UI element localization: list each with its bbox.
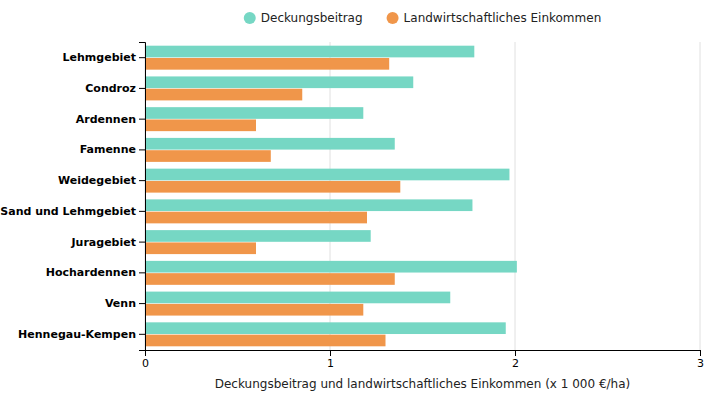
bar (145, 150, 271, 162)
tick: Venn (105, 297, 145, 310)
tick: Famenne (80, 143, 145, 156)
tick: Ardennen (76, 113, 145, 126)
bar (145, 242, 256, 254)
tick-label: 1 (327, 357, 334, 370)
tick-mark (139, 119, 145, 120)
tick-label: Famenne (80, 143, 136, 156)
tick-mark (139, 334, 145, 335)
tick-mark (139, 211, 145, 212)
tick: 1 (327, 350, 334, 370)
bar-series (145, 58, 400, 346)
bar (145, 261, 517, 273)
tick-mark (139, 242, 145, 243)
tick: Hennegau-Kempen (18, 328, 145, 341)
tick: 3 (697, 350, 704, 370)
tick-label: Weidegebiet (58, 174, 136, 187)
bar (145, 181, 400, 193)
bar (145, 89, 302, 101)
bar (145, 138, 395, 150)
tick-label: 0 (142, 357, 149, 370)
tick: 0 (142, 350, 149, 370)
legend-marker (387, 12, 399, 24)
plot: 0 1 2 3 Lehmgebiet Condroz Ardennen Famenne Weid… (0, 42, 704, 370)
bar (145, 107, 363, 119)
tick-label: Venn (105, 297, 136, 310)
tick: Weidegebiet (58, 174, 145, 187)
tick-mark (139, 57, 145, 58)
bar (145, 169, 509, 181)
tick: 2 (512, 350, 519, 370)
bar (145, 322, 506, 334)
bar (145, 199, 472, 211)
axis-line (146, 351, 701, 357)
legend-marker (244, 12, 256, 24)
x-axis-title: Deckungsbeitrag und landwirtschaftliches… (215, 377, 630, 391)
grid (145, 42, 700, 350)
bar (145, 76, 413, 88)
tick: Lehmgebiet (63, 51, 145, 64)
axis-line (139, 43, 146, 351)
tick-mark (139, 303, 145, 304)
chart: 0 1 2 3 Lehmgebiet Condroz Ardennen Famenne Weid… (0, 0, 725, 400)
bar (145, 58, 389, 70)
tick-mark (330, 350, 331, 356)
bar (145, 212, 367, 224)
y-axis: Lehmgebiet Condroz Ardennen Famenne Weidegeb… (0, 43, 145, 351)
legend-label: Deckungsbeitrag (261, 11, 363, 25)
tick-label: Condroz (85, 82, 136, 95)
bar (145, 304, 363, 316)
tick-mark (139, 149, 145, 150)
bars (145, 46, 517, 347)
tick: Juragebiet (71, 236, 145, 249)
bar (145, 273, 395, 285)
tick-label: Sand und Lehmgebiet (0, 205, 136, 218)
tick-label: 2 (512, 357, 519, 370)
tick-label: Ardennen (76, 113, 136, 126)
tick-mark (139, 180, 145, 181)
grid-line (515, 42, 516, 350)
grid-line (700, 42, 701, 350)
tick-label: Hennegau-Kempen (18, 328, 136, 341)
bar (145, 119, 256, 131)
legend-label: Landwirtschaftliches Einkommen (404, 11, 602, 25)
tick-mark (139, 88, 145, 89)
tick-label: Juragebiet (71, 236, 136, 249)
tick: Sand und Lehmgebiet (0, 205, 145, 218)
legend: Deckungsbeitrag Landwirtschaftliches Eink… (244, 11, 601, 25)
bar (145, 335, 386, 347)
grid-line (330, 42, 331, 350)
tick-label: Hochardennen (46, 266, 136, 279)
bar (145, 292, 450, 304)
tick-label: 3 (697, 357, 704, 370)
legend-item: Landwirtschaftliches Einkommen (387, 11, 602, 25)
tick: Condroz (85, 82, 145, 95)
tick-mark (515, 350, 516, 356)
tick: Hochardennen (46, 266, 145, 279)
legend-item: Deckungsbeitrag (244, 11, 363, 25)
x-axis: 0 1 2 3 (142, 350, 704, 370)
tick-mark (700, 350, 701, 356)
bar (145, 46, 474, 58)
tick-label: Lehmgebiet (63, 51, 136, 64)
bar-series (145, 46, 517, 334)
bar (145, 230, 371, 242)
tick-mark (139, 272, 145, 273)
